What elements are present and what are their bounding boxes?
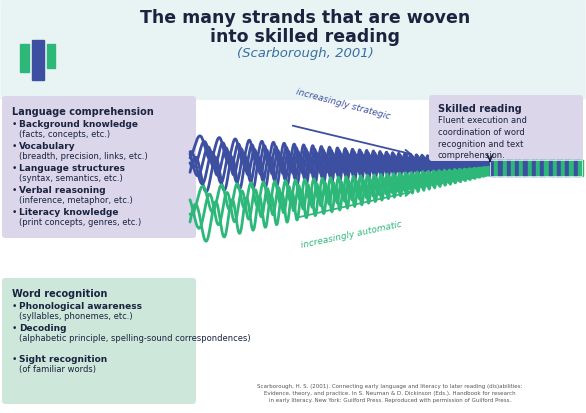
Bar [32, 40, 44, 80]
Bar [548, 160, 554, 176]
Bar [494, 160, 499, 176]
Bar [553, 160, 558, 176]
Bar [578, 160, 583, 176]
Bar [574, 160, 578, 176]
Bar [47, 44, 55, 68]
FancyBboxPatch shape [2, 96, 196, 238]
Bar [507, 160, 512, 176]
Bar [536, 160, 541, 176]
Text: (inference, metaphor, etc.): (inference, metaphor, etc.) [19, 196, 133, 205]
FancyBboxPatch shape [429, 95, 583, 161]
Text: (syntax, semantics, etc.): (syntax, semantics, etc.) [19, 174, 122, 183]
Text: Word recognition: Word recognition [12, 289, 107, 299]
Bar [503, 160, 507, 176]
Text: Language comprehension: Language comprehension [12, 107, 154, 117]
Bar [544, 160, 549, 176]
Text: •: • [12, 324, 18, 333]
Text: Literacy knowledge: Literacy knowledge [19, 208, 118, 217]
Bar [523, 160, 529, 176]
Bar [527, 160, 533, 176]
Bar [532, 160, 537, 176]
Text: Vocabulary: Vocabulary [19, 142, 76, 151]
Text: Background knowledge: Background knowledge [19, 120, 138, 129]
Bar [570, 160, 574, 176]
Bar [0, 99, 586, 413]
Text: The many strands that are woven: The many strands that are woven [140, 9, 470, 27]
Text: •: • [12, 120, 18, 129]
Text: Language structures: Language structures [19, 164, 125, 173]
Text: •: • [12, 164, 18, 173]
Bar [561, 160, 566, 176]
Bar [519, 160, 524, 176]
Text: •: • [12, 302, 18, 311]
Text: Scarborough, H. S. (2001). Connecting early language and literacy to later readi: Scarborough, H. S. (2001). Connecting ea… [257, 384, 523, 403]
Text: (print concepts, genres, etc.): (print concepts, genres, etc.) [19, 218, 141, 227]
Bar [490, 160, 582, 176]
Bar [540, 160, 545, 176]
FancyBboxPatch shape [1, 0, 585, 100]
Text: Decoding: Decoding [19, 324, 66, 333]
Text: Fluent execution and
coordination of word
recognition and text
comprehension.: Fluent execution and coordination of wor… [438, 116, 527, 160]
FancyBboxPatch shape [2, 278, 196, 404]
Text: Phonological awareness: Phonological awareness [19, 302, 142, 311]
Text: (syllables, phonemes, etc.): (syllables, phonemes, etc.) [19, 312, 132, 321]
Text: (Scarborough, 2001): (Scarborough, 2001) [237, 47, 373, 59]
Text: increasingly automatic: increasingly automatic [300, 220, 403, 250]
Bar [557, 160, 562, 176]
Bar [20, 44, 29, 72]
Bar [498, 160, 503, 176]
Text: •: • [12, 355, 18, 364]
Bar [511, 160, 516, 176]
Text: Verbal reasoning: Verbal reasoning [19, 186, 105, 195]
Bar [490, 160, 495, 176]
Text: Skilled reading: Skilled reading [438, 104, 522, 114]
Text: (facts, concepts, etc.): (facts, concepts, etc.) [19, 130, 110, 139]
Text: (of familiar words): (of familiar words) [19, 365, 96, 374]
Text: (breadth, precision, links, etc.): (breadth, precision, links, etc.) [19, 152, 148, 161]
Text: •: • [12, 186, 18, 195]
Text: into skilled reading: into skilled reading [210, 28, 400, 46]
Text: (alphabetic principle, spelling-sound correspondences): (alphabetic principle, spelling-sound co… [19, 334, 251, 343]
Text: increasingly strategic: increasingly strategic [295, 87, 391, 121]
Text: Sight recognition: Sight recognition [19, 355, 107, 364]
Bar [565, 160, 570, 176]
Text: •: • [12, 142, 18, 151]
Bar [515, 160, 520, 176]
Text: •: • [12, 208, 18, 217]
